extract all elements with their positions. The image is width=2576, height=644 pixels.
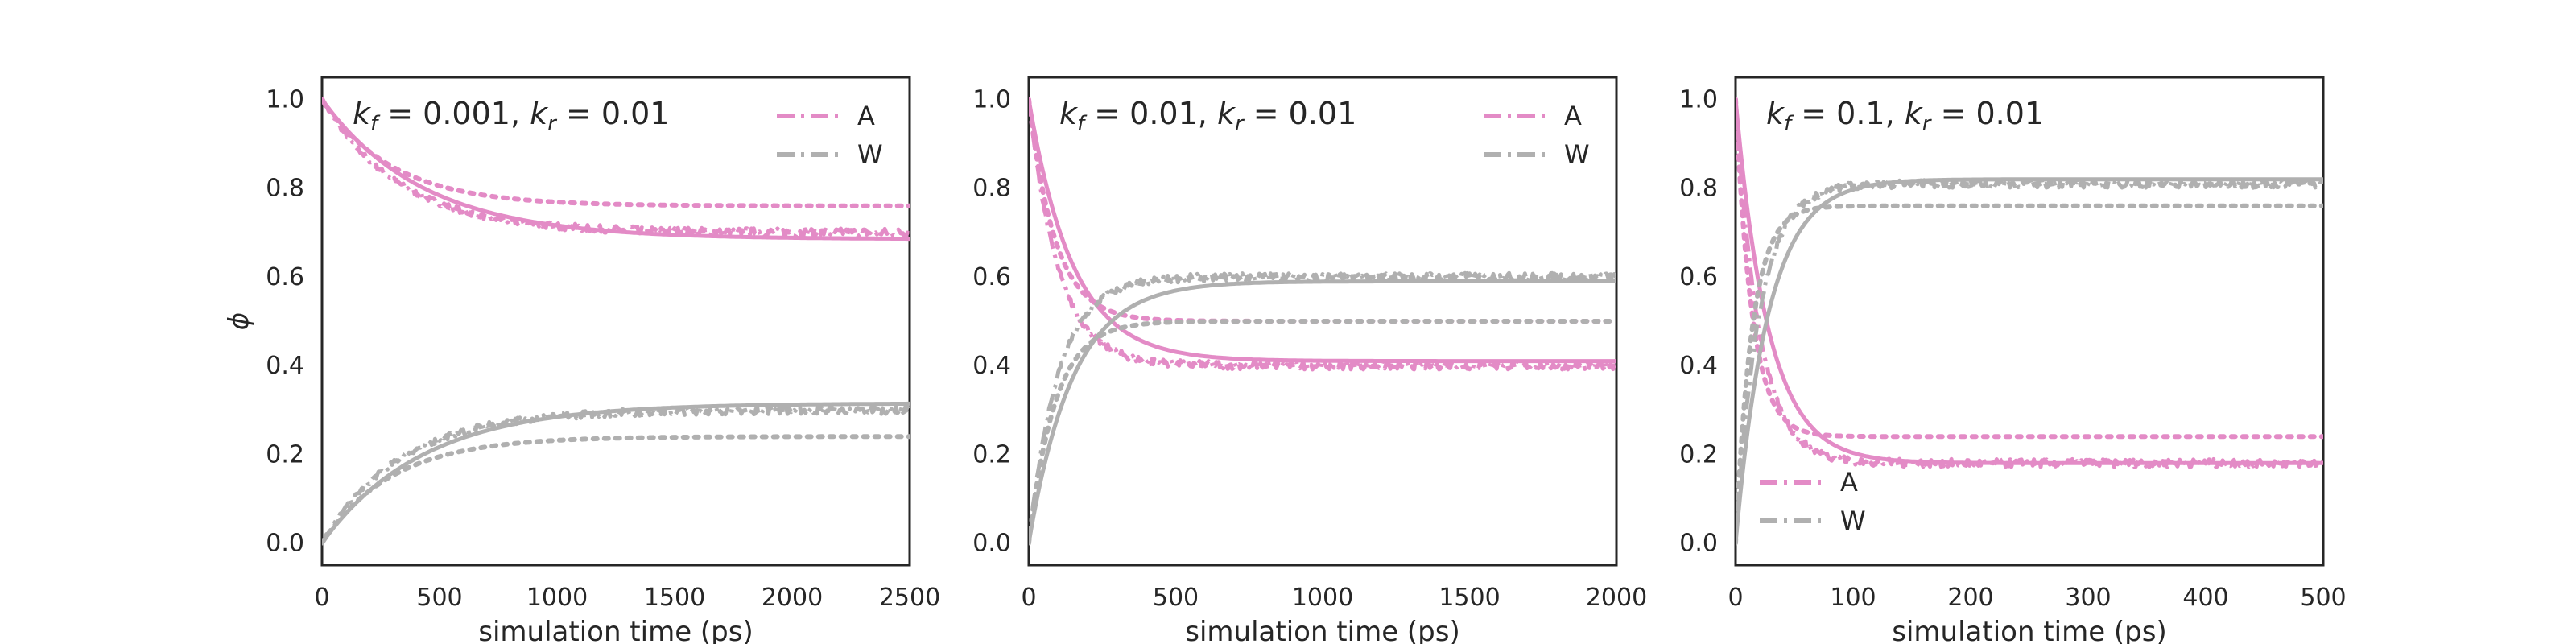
y-tick-label: 0.6 xyxy=(1679,263,1718,291)
y-tick-label: 0.8 xyxy=(266,175,304,203)
annotation-rates: kf = 0.001, kr = 0.01 xyxy=(353,96,669,136)
series-W-dotted-line xyxy=(322,434,910,546)
x-ticks: 0 100 200 300 400 500 xyxy=(1728,584,2346,612)
y-tick-label: 0.6 xyxy=(972,263,1011,291)
y-tick-label: 1.0 xyxy=(1679,86,1718,114)
x-tick-label: 400 xyxy=(2182,584,2228,612)
x-tick-label: 500 xyxy=(2300,584,2346,612)
series-A-solid-line xyxy=(322,98,910,242)
x-tick-label: 1500 xyxy=(1439,584,1500,612)
y-tick-label: 0.2 xyxy=(972,440,1011,469)
y-tick-label: 0.2 xyxy=(266,440,304,469)
series-W-solid-line xyxy=(322,401,910,544)
y-tick-label: 0.0 xyxy=(266,529,304,557)
series-A-dashdot-line xyxy=(1736,99,2323,469)
y-tick-label: 0.4 xyxy=(266,352,304,380)
y-tick-label: 0.0 xyxy=(1679,529,1718,557)
x-tick-label: 500 xyxy=(1153,584,1199,612)
series-W-dotted-line xyxy=(1029,319,1616,546)
series-W-solid-line xyxy=(1029,279,1616,543)
x-tick-label: 200 xyxy=(1947,584,1993,612)
annotation-rates: kf = 0.1, kr = 0.01 xyxy=(1766,96,2044,136)
series-A-dotted-line xyxy=(1736,97,2323,440)
y-tick-label: 0.4 xyxy=(972,352,1011,380)
legend: A W xyxy=(1760,467,1866,536)
series-W-dotted-line xyxy=(1736,203,2323,546)
y-tick-label: 0.8 xyxy=(1679,175,1718,203)
x-ticks: 0 500 1000 1500 2000 2500 xyxy=(314,584,940,612)
y-tick-label: 1.0 xyxy=(266,86,304,114)
x-axis-title: simulation time (ps) xyxy=(1892,616,2167,644)
series-W-dashdot-line xyxy=(322,404,910,544)
panel-2: 0.0 0.2 0.4 0.6 0.8 1.0 0 500 1000 1500 2000 kf =… xyxy=(972,76,1647,644)
y-ticks: 0.0 0.2 0.4 0.6 0.8 1.0 xyxy=(1679,86,1718,558)
legend: A W xyxy=(1484,101,1590,170)
y-axis-title: ϕ xyxy=(223,312,255,330)
series-A-dashdot-line xyxy=(1029,97,1616,372)
plot-frame xyxy=(320,76,911,567)
x-tick-label: 2000 xyxy=(1586,584,1647,612)
x-tick-label: 500 xyxy=(416,584,462,612)
curves-layer xyxy=(1736,97,2323,546)
x-axis-title: simulation time (ps) xyxy=(1185,616,1460,644)
series-A-dashdot-line xyxy=(322,97,910,238)
kf-value: 0.1 xyxy=(1836,96,1885,131)
x-tick-label: 2500 xyxy=(879,584,940,612)
x-tick-label: 300 xyxy=(2065,584,2111,612)
y-tick-label: 1.0 xyxy=(972,86,1011,114)
x-ticks: 0 500 1000 1500 2000 xyxy=(1021,584,1647,612)
x-tick-label: 0 xyxy=(1021,584,1036,612)
x-tick-label: 2000 xyxy=(762,584,823,612)
plot-frame xyxy=(1734,76,2325,567)
legend-label-A: A xyxy=(857,101,875,131)
x-axis-title: simulation time (ps) xyxy=(478,616,753,644)
curves-layer xyxy=(1029,97,1616,546)
x-tick-label: 1000 xyxy=(1292,584,1353,612)
x-tick-label: 100 xyxy=(1830,584,1876,612)
legend-label-W: W xyxy=(857,139,883,170)
panel-1: 0.00.20.40.60.81.0 0 500 1000 1500 2000 2500 … xyxy=(223,76,940,644)
y-tick-label: 0.2 xyxy=(1679,440,1718,469)
y-tick-label: 0.0 xyxy=(972,529,1011,557)
y-tick-label: 0.4 xyxy=(1679,352,1718,380)
x-tick-label: 0 xyxy=(1728,584,1743,612)
kf-value: 0.01 xyxy=(1129,96,1198,131)
annotation-rates: kf = 0.01, kr = 0.01 xyxy=(1059,96,1356,136)
x-tick-label: 1500 xyxy=(644,584,705,612)
legend-label-W: W xyxy=(1840,506,1866,536)
y-tick-label: 0.6 xyxy=(266,263,304,291)
legend-label-A: A xyxy=(1564,101,1582,131)
x-tick-label: 1000 xyxy=(526,584,588,612)
y-tick-label: 0.8 xyxy=(972,175,1011,203)
legend: A W xyxy=(777,101,883,170)
kr-value: 0.01 xyxy=(601,96,670,131)
x-tick-label: 0 xyxy=(314,584,329,612)
kr-value: 0.01 xyxy=(1976,96,2045,131)
series-A-dotted-line xyxy=(322,97,910,208)
legend-label-A: A xyxy=(1840,467,1858,497)
kr-value: 0.01 xyxy=(1289,96,1357,131)
curves-layer xyxy=(322,97,910,546)
legend-label-W: W xyxy=(1564,139,1590,170)
panel-3: 0.0 0.2 0.4 0.6 0.8 1.0 0 100 200 300 400 500 kf =… xyxy=(1679,76,2347,644)
kf-value: 0.001 xyxy=(423,96,510,131)
series-A-solid-line xyxy=(1029,99,1616,364)
series-W-dashdot-line xyxy=(1736,177,2323,544)
y-ticks: 0.0 0.2 0.4 0.6 0.8 1.0 xyxy=(266,86,304,558)
y-ticks: 0.0 0.2 0.4 0.6 0.8 1.0 xyxy=(972,86,1011,558)
series-W-dashdot-line xyxy=(1029,270,1616,545)
